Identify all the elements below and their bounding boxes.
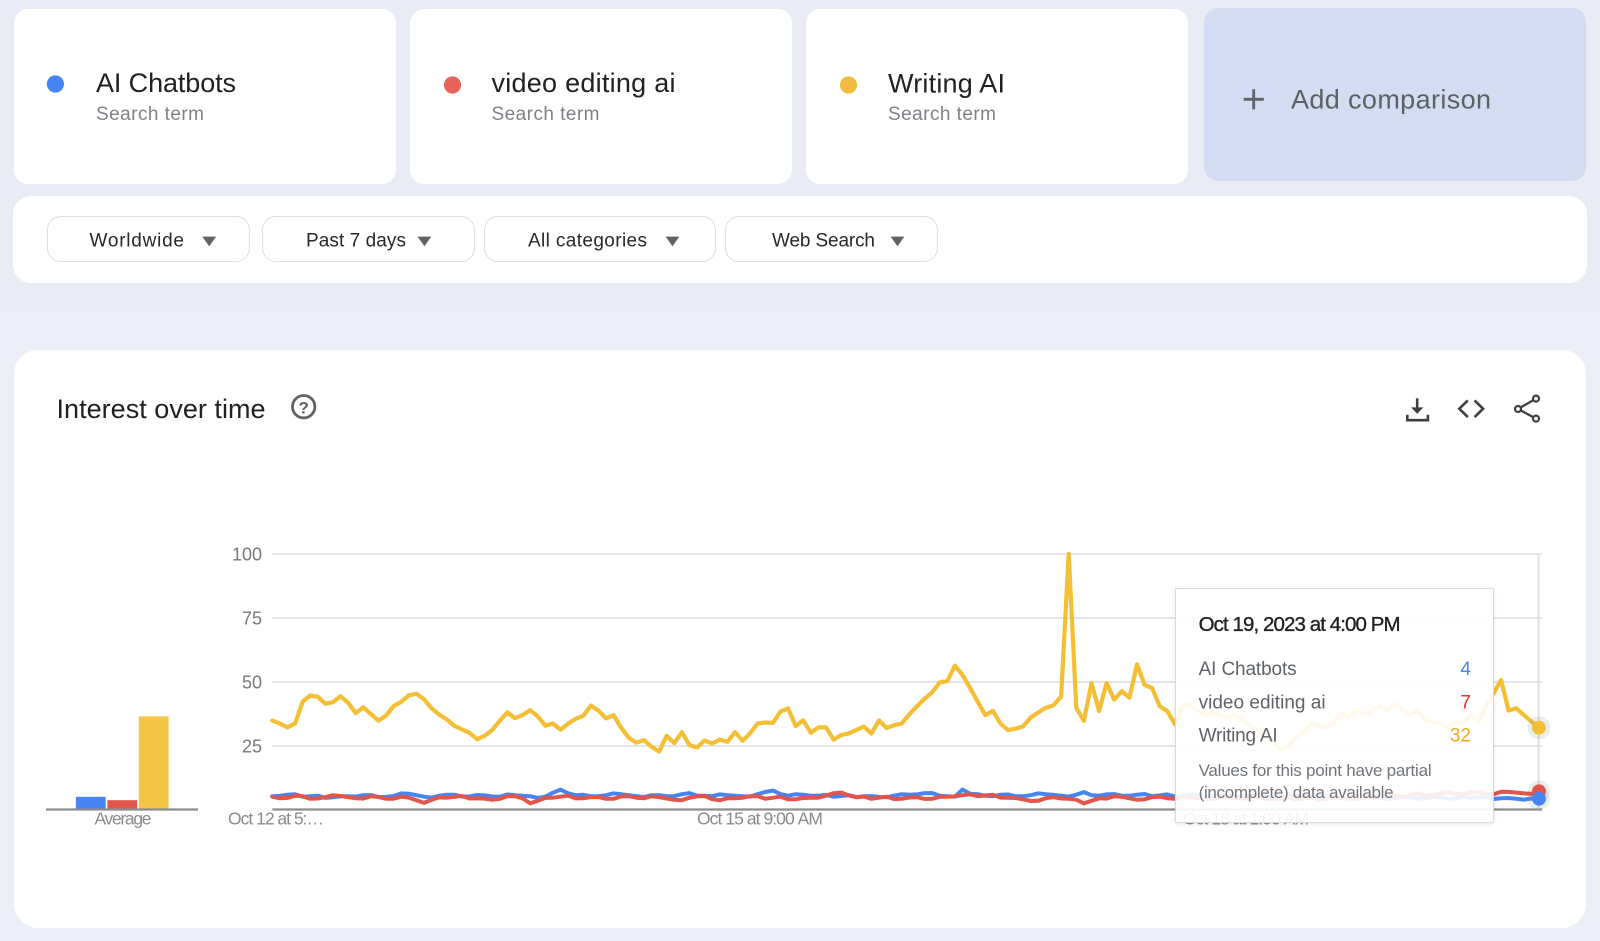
svg-text:25: 25 — [242, 737, 262, 757]
svg-text:50: 50 — [242, 673, 262, 693]
svg-text:75: 75 — [242, 609, 262, 629]
svg-text:100: 100 — [232, 545, 262, 565]
svg-text:Average: Average — [95, 809, 152, 829]
svg-text:Oct 15 at 9:00 AM: Oct 15 at 9:00 AM — [697, 809, 823, 829]
svg-text:Oct 12 at 5:…: Oct 12 at 5:… — [228, 809, 324, 829]
